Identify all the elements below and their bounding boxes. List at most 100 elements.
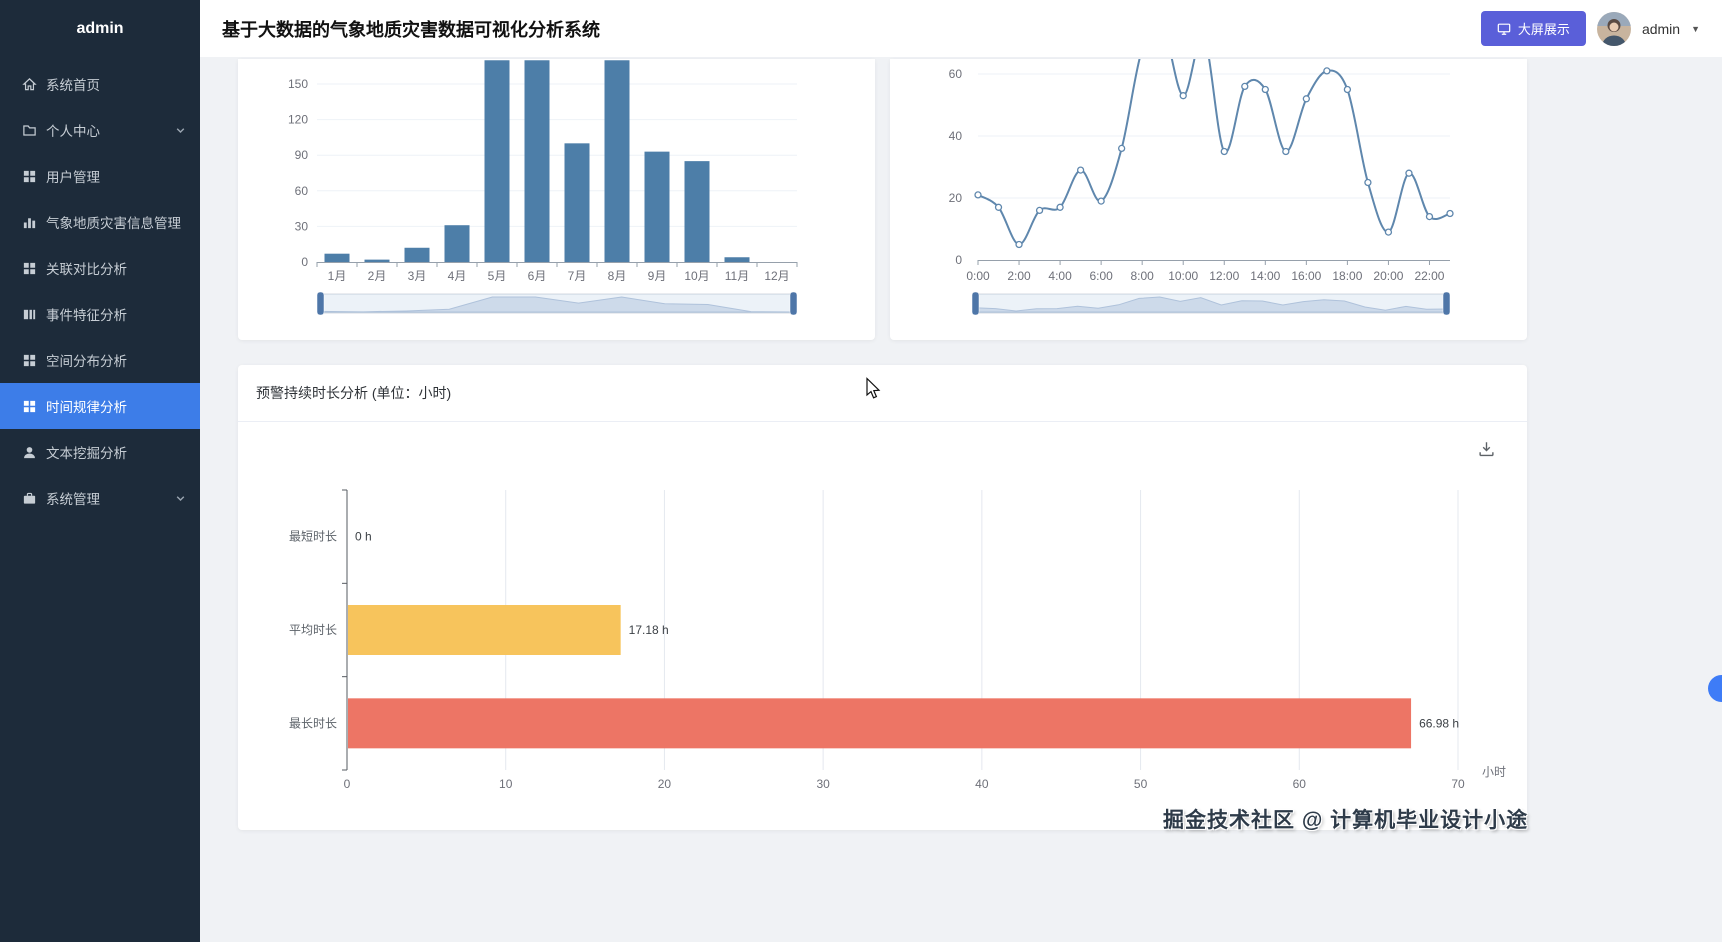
grid-icon — [23, 354, 36, 366]
svg-text:1月: 1月 — [328, 269, 347, 283]
watermark: 掘金技术社区 @ 计算机毕业设计小途 — [1163, 809, 1529, 832]
caret-down-icon[interactable]: ▼ — [1691, 23, 1700, 34]
svg-text:66.98 h: 66.98 h — [1419, 716, 1459, 730]
svg-text:10月: 10月 — [684, 269, 709, 283]
big-screen-button-label: 大屏展示 — [1517, 22, 1570, 37]
sidebar-item-label: 气象地质灾害信息管理 — [46, 216, 181, 231]
svg-text:8:00: 8:00 — [1130, 269, 1154, 283]
svg-text:12:00: 12:00 — [1209, 269, 1239, 283]
header: 基于大数据的气象地质灾害数据可视化分析系统 大屏展示 admin ▼ — [200, 0, 1722, 57]
svg-text:70: 70 — [1451, 777, 1465, 791]
grid-icon — [23, 400, 36, 412]
sidebar-item-spatial-analysis[interactable]: 空间分布分析 — [0, 337, 200, 383]
sidebar-item-user-management[interactable]: 用户管理 — [0, 153, 200, 199]
sidebar-item-label: 时间规律分析 — [46, 400, 127, 415]
svg-text:3月: 3月 — [408, 269, 427, 283]
duration-analysis-card: 预警持续时长分析 (单位：小时) 0 10 20 30 40 50 60 70 最短时长 0 h 平… — [238, 365, 1527, 830]
user-icon — [24, 446, 35, 458]
sidebar: admin 系统首页 个人中心 用户管理 气象地质灾害信息管理 关联对比分析 事… — [0, 0, 200, 942]
save-as-image-icon[interactable] — [1478, 441, 1495, 458]
svg-text:5月: 5月 — [488, 269, 507, 283]
svg-text:20:00: 20:00 — [1373, 269, 1403, 283]
big-screen-button[interactable]: 大屏展示 — [1480, 11, 1586, 46]
svg-text:11月: 11月 — [725, 269, 749, 283]
avatar-image — [1596, 11, 1631, 46]
monthly-bar-chart[interactable]: 0 30 60 90 120 150 1月 2月 3月 4月 5月 6月 7月 8月 9月 10月 11月 12月 — [238, 59, 875, 294]
sidebar-item-label: 空间分布分析 — [46, 354, 127, 369]
mouse-cursor — [866, 377, 881, 399]
svg-text:最短时长: 最短时长 — [289, 530, 337, 544]
svg-text:16:00: 16:00 — [1291, 269, 1321, 283]
svg-text:2月: 2月 — [368, 269, 387, 283]
sidebar-item-system-management[interactable]: 系统管理 — [0, 475, 200, 521]
username[interactable]: admin — [1641, 20, 1681, 37]
sidebar-item-association-analysis[interactable]: 关联对比分析 — [0, 245, 200, 291]
sidebar-item-label: 关联对比分析 — [46, 262, 127, 277]
svg-text:7月: 7月 — [568, 269, 587, 283]
svg-text:60: 60 — [949, 67, 963, 81]
svg-text:120: 120 — [288, 113, 308, 127]
chevron-down-icon — [175, 125, 186, 136]
monthly-chart-card: 0 30 60 90 120 150 1月 2月 3月 4月 5月 6月 7月 8月 9月 10月 11月 12月 — [238, 59, 875, 340]
hourly-line-chart[interactable]: 0 20 40 60 0:00 2:00 4:00 6:00 8:00 10:00 12:00 14:… — [890, 23, 1527, 294]
svg-text:8月: 8月 — [608, 269, 627, 283]
sidebar-item-label: 用户管理 — [46, 170, 100, 185]
sidebar-brand: admin — [76, 19, 124, 37]
svg-text:6:00: 6:00 — [1089, 269, 1113, 283]
floating-action-button[interactable] — [1708, 675, 1722, 702]
svg-text:60: 60 — [295, 184, 309, 198]
svg-text:40: 40 — [949, 129, 963, 143]
svg-text:20: 20 — [658, 777, 672, 791]
sidebar-item-home[interactable]: 系统首页 — [0, 61, 200, 107]
sidebar-item-text-mining-analysis[interactable]: 文本挖掘分析 — [0, 429, 200, 475]
svg-text:60: 60 — [1293, 777, 1307, 791]
sidebar-item-label: 系统管理 — [46, 492, 100, 507]
svg-text:0 h: 0 h — [355, 530, 372, 544]
hourly-datazoom[interactable] — [971, 290, 1451, 318]
grid-icon — [23, 170, 36, 182]
svg-text:0: 0 — [955, 253, 962, 267]
sidebar-item-disaster-info-management[interactable]: 气象地质灾害信息管理 — [0, 199, 200, 245]
duration-bar-chart[interactable]: 0 10 20 30 40 50 60 70 最短时长 0 h 平均时长 17.18 h 最长时长 66.… — [238, 435, 1527, 820]
sidebar-item-label: 个人中心 — [46, 124, 100, 139]
svg-text:50: 50 — [1134, 777, 1148, 791]
grid-icon — [23, 262, 36, 274]
sidebar-menu: 系统首页 个人中心 用户管理 气象地质灾害信息管理 关联对比分析 事件特征分析 … — [0, 57, 200, 521]
sidebar-item-time-pattern-analysis[interactable]: 时间规律分析 — [0, 383, 200, 429]
monitor-icon — [1497, 23, 1511, 35]
folder-icon — [23, 124, 36, 136]
hourly-chart-card: 0 20 40 60 0:00 2:00 4:00 6:00 8:00 10:00 12:00 14:… — [890, 23, 1527, 340]
sidebar-item-label: 事件特征分析 — [46, 308, 127, 323]
home-icon — [22, 77, 37, 90]
sidebar-item-label: 系统首页 — [46, 78, 100, 93]
sidebar-item-personal-center[interactable]: 个人中心 — [0, 107, 200, 153]
monthly-datazoom[interactable] — [316, 290, 798, 318]
svg-text:90: 90 — [295, 148, 309, 162]
svg-text:4月: 4月 — [448, 269, 467, 283]
svg-text:4:00: 4:00 — [1048, 269, 1072, 283]
svg-text:40: 40 — [975, 777, 989, 791]
svg-text:10:00: 10:00 — [1168, 269, 1198, 283]
svg-text:最长时长: 最长时长 — [289, 716, 337, 730]
header-right: 大屏展示 admin ▼ — [1480, 11, 1700, 46]
svg-text:平均时长: 平均时长 — [289, 623, 337, 637]
svg-text:30: 30 — [816, 777, 830, 791]
page-title: 基于大数据的气象地质灾害数据可视化分析系统 — [222, 19, 600, 40]
svg-text:2:00: 2:00 — [1007, 269, 1031, 283]
svg-text:150: 150 — [288, 77, 308, 91]
briefcase-icon — [23, 492, 36, 504]
sidebar-item-label: 文本挖掘分析 — [46, 446, 127, 461]
svg-text:6月: 6月 — [528, 269, 547, 283]
main-content: 0 30 60 90 120 150 1月 2月 3月 4月 5月 6月 7月 8月 9月 10月 11月 12月… — [200, 23, 1722, 942]
svg-text:12月: 12月 — [764, 269, 789, 283]
sidebar-item-event-feature-analysis[interactable]: 事件特征分析 — [0, 291, 200, 337]
columns-icon — [23, 309, 36, 319]
svg-text:14:00: 14:00 — [1250, 269, 1280, 283]
svg-text:17.18 h: 17.18 h — [629, 623, 669, 637]
svg-text:9月: 9月 — [648, 269, 667, 283]
bar-chart-icon — [23, 217, 36, 228]
avatar[interactable] — [1596, 11, 1631, 46]
svg-text:0:00: 0:00 — [966, 269, 990, 283]
svg-text:小时: 小时 — [1482, 765, 1506, 779]
svg-text:0: 0 — [301, 255, 308, 269]
